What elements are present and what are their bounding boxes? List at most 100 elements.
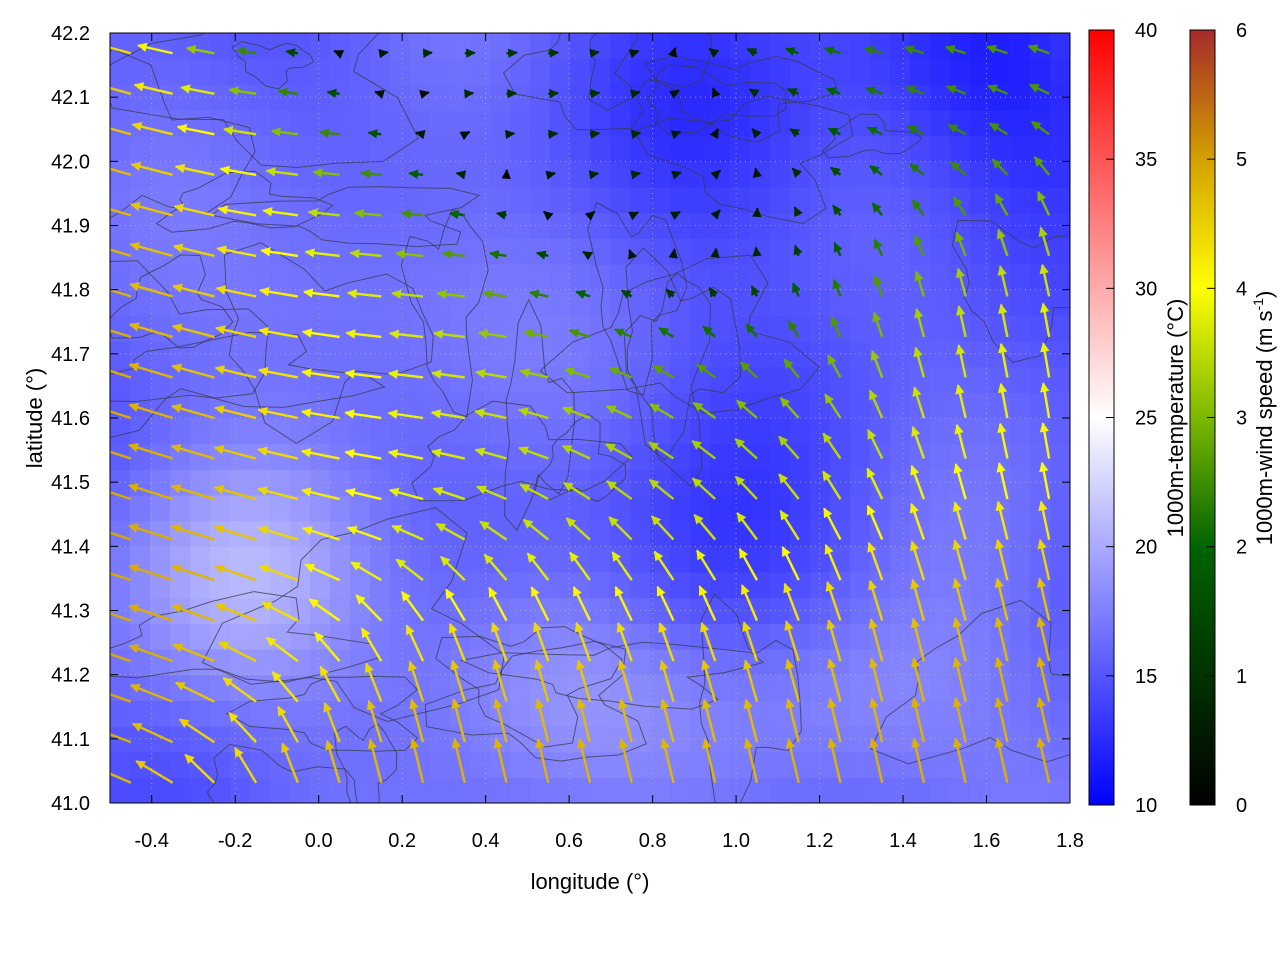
heat-cell (430, 443, 451, 470)
heat-cell (670, 110, 691, 137)
contour-line (587, 201, 688, 396)
wind-arrow (548, 129, 559, 139)
heat-cell (230, 700, 251, 727)
heat-cell (1050, 443, 1070, 470)
heat-cell (430, 520, 451, 547)
heat-cell (1050, 546, 1070, 573)
heat-cell (850, 161, 871, 188)
heat-cell (1010, 58, 1031, 85)
wind-arrow (110, 410, 132, 420)
wind-arrow (233, 747, 258, 784)
heat-cell (930, 572, 951, 599)
wind-arrow (129, 201, 173, 217)
heat-cell (250, 777, 271, 803)
wind-arrow (228, 712, 257, 744)
wind-arrow (739, 361, 758, 379)
heat-cell (510, 264, 531, 291)
heat-cell (530, 135, 551, 162)
heat-cell (190, 674, 211, 701)
x-tick-label: 1.4 (889, 830, 917, 852)
heat-cell (110, 366, 131, 393)
heat-cell (410, 751, 431, 778)
heat-cell (970, 135, 991, 162)
heat-cell (730, 110, 751, 137)
heat-cell (230, 135, 251, 162)
wind-arrow (611, 551, 633, 581)
heat-cell (1010, 674, 1031, 701)
wind-arrow (215, 285, 257, 298)
heat-cell (830, 495, 851, 522)
heat-cell (270, 418, 291, 445)
contour-line (201, 507, 505, 723)
heat-cell (710, 264, 731, 291)
heat-cell (530, 777, 551, 803)
wind-arrow (128, 402, 173, 420)
heat-cell (1010, 751, 1031, 778)
heat-cell (550, 58, 571, 85)
heat-cell (290, 418, 311, 445)
wind-arrow (219, 165, 257, 177)
heat-cell (410, 58, 431, 85)
x-tick-label: -0.2 (218, 830, 252, 852)
heat-cell (630, 623, 651, 650)
wind-arrow (314, 631, 341, 662)
heat-cell (750, 546, 771, 573)
heat-cell (270, 366, 291, 393)
heat-cell (810, 649, 831, 676)
heat-cell (450, 289, 471, 316)
wind-arrow (464, 89, 475, 99)
heat-cell (330, 264, 351, 291)
heat-cell (190, 58, 211, 85)
wind-arrow (649, 403, 675, 420)
heat-cell (930, 392, 951, 419)
wind-arrow (659, 659, 675, 703)
heat-cell (230, 418, 251, 445)
heat-cell (330, 315, 351, 342)
wind-arrow (829, 166, 842, 177)
heat-cell (850, 110, 871, 137)
wind-arrow (743, 698, 759, 743)
wind-arrow (1027, 44, 1050, 55)
heat-cell (770, 187, 791, 214)
heat-cell (310, 315, 331, 342)
x-tick-label: 1.8 (1056, 830, 1084, 852)
heat-cell (270, 572, 291, 599)
wind-arrow (868, 389, 884, 419)
heat-cell (1050, 238, 1070, 265)
heat-cell (630, 520, 651, 547)
heat-cell (210, 520, 231, 547)
contour-line (110, 254, 234, 349)
heat-cell (190, 777, 211, 803)
heat-cell (970, 366, 991, 393)
heat-cell (130, 777, 151, 803)
wind-arrow (582, 250, 593, 261)
heat-cell (210, 700, 231, 727)
heat-cell (130, 572, 151, 599)
heat-cell (710, 520, 731, 547)
wind-arrow (827, 697, 842, 743)
heat-cell (690, 520, 711, 547)
heat-cell (990, 777, 1011, 803)
wind-arrow (912, 386, 926, 419)
wind-arrow (409, 698, 425, 743)
heat-cell (710, 110, 731, 137)
heat-cell (250, 264, 271, 291)
wind-arrow (448, 622, 466, 662)
heat-cell (510, 751, 531, 778)
wind-arrow (832, 204, 843, 217)
heat-cell (330, 623, 351, 650)
heat-cell (250, 161, 271, 188)
wind-arrow (129, 282, 173, 298)
heat-cell (1010, 623, 1031, 650)
wind-arrow (388, 329, 424, 339)
heat-cell (470, 187, 491, 214)
heat-cell (750, 289, 771, 316)
heat-cell (550, 649, 571, 676)
heat-cell (670, 674, 691, 701)
heat-cell (810, 443, 831, 470)
heat-cell (950, 315, 971, 342)
wind-arrow (519, 483, 549, 501)
wind-arrow (387, 409, 424, 420)
heat-cell (970, 751, 991, 778)
heat-cell (1010, 187, 1031, 214)
